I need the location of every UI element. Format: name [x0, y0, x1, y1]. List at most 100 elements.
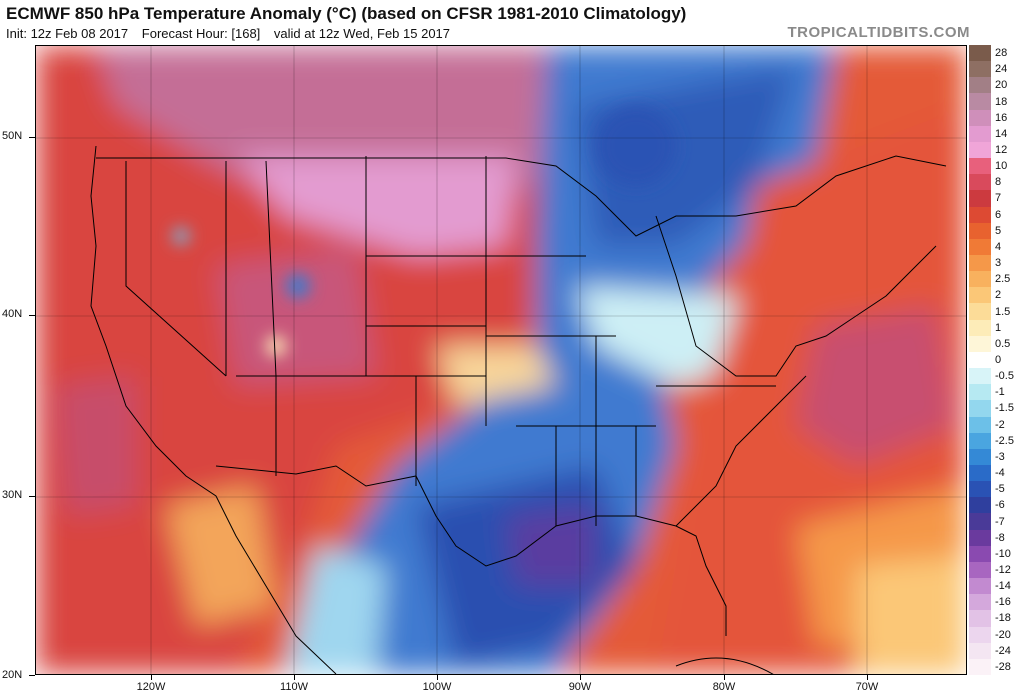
colorbar-swatch: [969, 61, 991, 78]
colorbar-swatch: [969, 594, 991, 611]
map-subtitle: Init: 12z Feb 08 2017 Forecast Hour: [16…: [6, 26, 460, 41]
colorbar-label: 3: [995, 257, 1002, 270]
colorbar-swatch: [969, 545, 991, 563]
lon-label-90w: 90W: [568, 681, 592, 693]
valid-time: valid at 12z Wed, Feb 15 2017: [273, 26, 451, 41]
lon-label-80w: 80W: [712, 681, 736, 693]
colorbar-label: -24: [995, 644, 1011, 657]
colorbar-label: -12: [995, 564, 1011, 576]
colorbar-swatch: [969, 416, 991, 434]
colorbar-swatch: [969, 158, 991, 175]
colorbar-swatch: [969, 206, 991, 224]
colorbar-label: 18: [995, 95, 1008, 108]
colorbar-label: -20: [995, 628, 1011, 641]
colorbar-swatch: [969, 93, 991, 111]
colorbar-swatch: [969, 658, 991, 676]
init-time: Init: 12z Feb 08 2017: [6, 26, 129, 41]
source-credit: TROPICALTIDBITS.COM: [787, 24, 970, 41]
colorbar-swatch: [969, 465, 991, 482]
colorbar-label: 24: [995, 63, 1008, 76]
colorbar-label: 4: [995, 240, 1002, 253]
graticule: [36, 46, 966, 674]
anomaly-detail: [173, 106, 676, 356]
anomaly-map-graphic: [36, 46, 966, 674]
colorbar-swatch: [969, 303, 991, 321]
lat-tick: [29, 675, 35, 676]
lat-tick: [29, 315, 35, 316]
colorbar-swatch: [969, 368, 991, 385]
lat-tick: [29, 496, 35, 497]
colorbar-swatch: [969, 45, 991, 62]
colorbar-swatch: [969, 642, 991, 660]
lon-tick: [867, 675, 868, 680]
lon-label-120w: 120W: [136, 681, 166, 693]
colorbar-label: 1: [995, 321, 1002, 334]
colorbar-legend: 28 24 20 18 16 14 12 10 8 7 6 5 4 3 2.5 2 1.5 1 0.5 0 -0.5 -1…: [969, 45, 1024, 676]
anomaly-fill: [36, 46, 966, 674]
colorbar-label: 8: [995, 176, 1002, 189]
lon-tick: [151, 675, 152, 680]
colorbar-swatch: [969, 109, 991, 127]
lon-label-110w: 110W: [280, 681, 308, 693]
lon-tick: [294, 675, 295, 680]
colorbar-label: -1: [995, 386, 1005, 399]
map-title: ECMWF 850 hPa Temperature Anomaly (°C) (…: [6, 4, 687, 23]
colorbar-label: -10: [995, 547, 1011, 560]
colorbar-swatch: [969, 497, 991, 514]
colorbar-label: -1.5: [995, 402, 1014, 415]
lat-label-30n: 30N: [2, 489, 23, 501]
colorbar-swatch: [969, 335, 991, 353]
colorbar-swatch: [969, 448, 991, 466]
colorbar-label: -4: [995, 467, 1005, 480]
colorbar-swatch: [969, 351, 991, 369]
colorbar-swatch: [969, 125, 991, 143]
lat-label-20n: 20N: [2, 669, 23, 681]
colorbar-label: -0.5: [995, 370, 1014, 383]
anomaly-map: [35, 45, 967, 675]
colorbar-swatch: [969, 400, 991, 418]
colorbar-label: 20: [995, 79, 1008, 92]
lat-label-40n: 40N: [2, 308, 23, 320]
colorbar-label: -28: [995, 660, 1011, 673]
colorbar-label: -2: [995, 418, 1005, 431]
colorbar-label: 10: [995, 160, 1008, 173]
colorbar-swatch: [969, 141, 991, 159]
colorbar-swatch: [969, 222, 991, 240]
lon-tick: [724, 675, 725, 680]
colorbar-label: 28: [995, 47, 1008, 60]
lon-tick: [580, 675, 581, 680]
colorbar-label: 16: [995, 111, 1008, 124]
colorbar-label: -7: [995, 515, 1005, 528]
colorbar-label: 2.5: [995, 273, 1011, 286]
colorbar-label: 5: [995, 224, 1002, 237]
colorbar-swatch: [969, 529, 991, 547]
colorbar-label: 0.5: [995, 337, 1011, 350]
colorbar-swatch: [969, 578, 991, 595]
colorbar-label: -18: [995, 612, 1011, 625]
colorbar-swatch: [969, 513, 991, 531]
lon-label-70w: 70W: [855, 681, 879, 693]
colorbar-label: 2: [995, 289, 1002, 302]
colorbar-swatch: [969, 561, 991, 579]
colorbar-swatch: [969, 610, 991, 628]
colorbar-label: 14: [995, 127, 1008, 140]
colorbar-swatch: [969, 174, 991, 191]
colorbar-label: 12: [995, 144, 1008, 156]
lon-tick: [437, 675, 438, 680]
colorbar-swatch: [969, 77, 991, 94]
colorbar-swatch: [969, 190, 991, 208]
colorbar-label: -5: [995, 483, 1005, 496]
colorbar-swatch: [969, 238, 991, 256]
colorbar-label: 1.5: [995, 305, 1011, 318]
colorbar-label: 0: [995, 354, 1002, 366]
colorbar-swatch: [969, 287, 991, 304]
colorbar-label: -6: [995, 499, 1005, 512]
colorbar-label: -8: [995, 531, 1005, 544]
lon-label-100w: 100W: [422, 681, 452, 693]
colorbar-swatch: [969, 432, 991, 450]
lat-label-50n: 50N: [2, 130, 23, 142]
colorbar-swatch: [969, 255, 991, 272]
lat-tick: [29, 137, 35, 138]
colorbar-swatch: [969, 319, 991, 337]
boundaries: [90, 145, 947, 674]
